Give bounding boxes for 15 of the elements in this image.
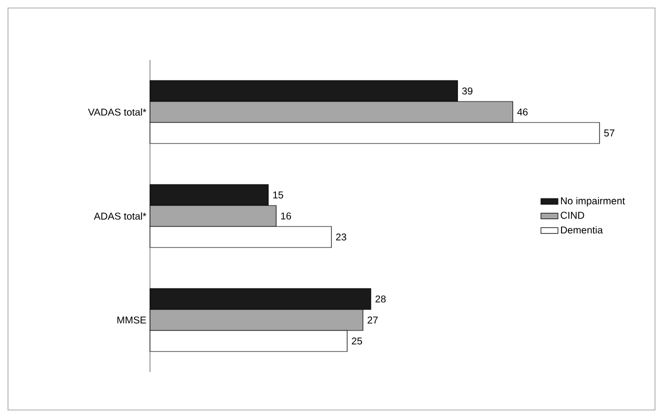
y-tick-label: VADAS total* xyxy=(88,108,146,116)
data-label: 27 xyxy=(368,316,378,324)
data-label: 23 xyxy=(336,233,346,241)
data-label: 57 xyxy=(604,130,614,136)
y-tick-label: ADAS total* xyxy=(94,212,146,220)
legend-label: Dementia xyxy=(561,226,603,234)
data-label: 16 xyxy=(281,212,292,220)
data-label: 46 xyxy=(517,108,528,116)
legend-label: No impairment xyxy=(561,197,625,206)
legend-label: CIND xyxy=(560,212,584,219)
data-label: 25 xyxy=(352,337,362,345)
data-label: 39 xyxy=(462,87,472,95)
data-label: 28 xyxy=(376,295,386,303)
data-label: 15 xyxy=(273,192,284,198)
y-tick-label: MMSE xyxy=(117,316,146,324)
